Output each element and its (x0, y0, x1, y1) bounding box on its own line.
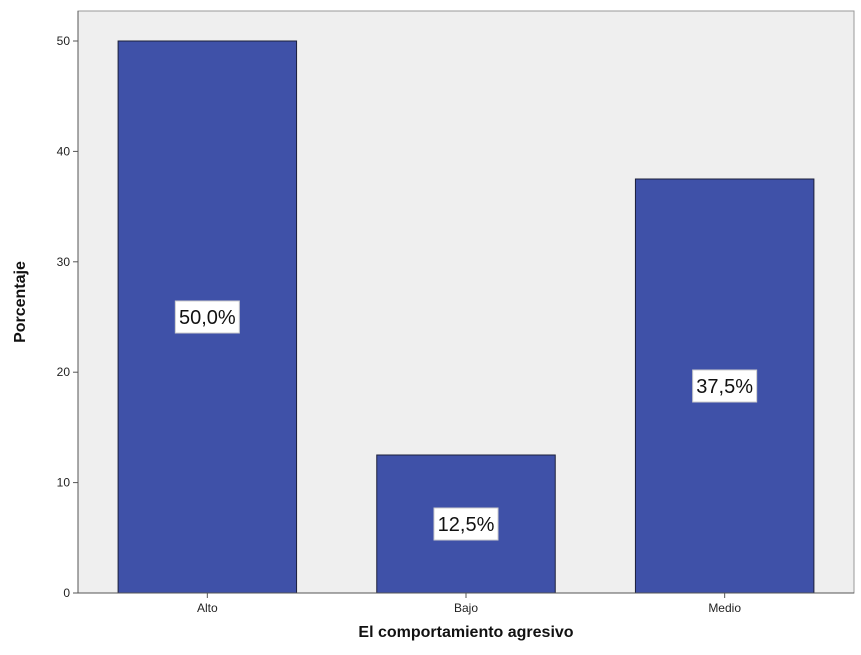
data-label-medio: 37,5% (696, 376, 753, 398)
x-axis-title: El comportamiento agresivo (358, 624, 573, 641)
data-labels-group: 50,0% 12,5% 37,5% (174, 300, 758, 541)
y-tick-label-0: 0 (63, 586, 70, 600)
y-tick-label-30: 30 (57, 255, 71, 269)
x-ticks-group: Alto Bajo Medio (197, 593, 741, 615)
x-tick-label-alto: Alto (197, 601, 218, 615)
data-label-box-alto (174, 300, 240, 334)
data-label-bajo: 12,5% (438, 514, 495, 536)
data-label-alto: 50,0% (179, 307, 236, 329)
y-ticks-group: 0 10 20 30 40 50 (57, 34, 78, 600)
y-axis-title: Porcentaje (12, 261, 29, 343)
x-tick-label-bajo: Bajo (454, 601, 478, 615)
y-tick-label-10: 10 (57, 476, 71, 490)
y-tick-label-40: 40 (57, 144, 71, 158)
y-tick-label-20: 20 (57, 365, 71, 379)
y-tick-label-50: 50 (57, 34, 71, 48)
x-tick-label-medio: Medio (708, 601, 741, 615)
data-label-box-bajo (433, 507, 499, 541)
data-label-box-medio (692, 369, 758, 403)
